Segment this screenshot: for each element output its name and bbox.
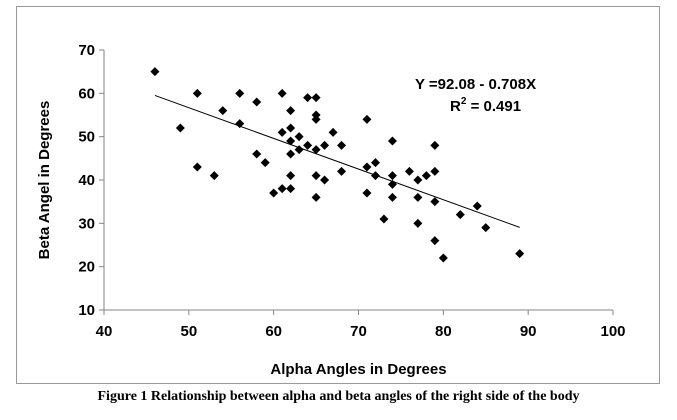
x-tick-label: 40	[96, 323, 113, 340]
data-point	[481, 223, 491, 233]
data-point	[269, 188, 279, 198]
data-point	[277, 184, 287, 194]
x-tick-label: 60	[265, 323, 282, 340]
data-point	[404, 166, 414, 176]
data-point	[252, 149, 262, 159]
data-point	[218, 106, 228, 116]
ticks-layer: 10 20 30 40 50 60 70 40 50 60 70 80 90 100	[78, 42, 625, 340]
data-point	[235, 119, 245, 129]
points-layer	[150, 67, 525, 263]
data-point	[260, 158, 270, 168]
data-point	[252, 97, 262, 107]
data-point	[286, 136, 296, 146]
r-squared-symbol: R	[450, 98, 461, 115]
data-point	[379, 214, 389, 224]
y-tick-label: 30	[78, 215, 95, 232]
trendline	[154, 94, 520, 228]
data-point	[286, 123, 296, 133]
data-point	[413, 192, 423, 202]
data-point	[294, 132, 304, 142]
axes-layer	[103, 50, 613, 311]
data-point	[175, 123, 185, 133]
trendline-layer	[154, 94, 520, 228]
data-point	[209, 171, 219, 181]
data-point	[515, 249, 525, 259]
data-point	[430, 166, 440, 176]
data-point	[387, 179, 397, 189]
data-point	[430, 236, 440, 246]
y-axis-title: Beta Angel in Degrees	[36, 101, 53, 260]
data-point	[303, 93, 313, 103]
data-point	[320, 175, 330, 185]
data-point	[150, 67, 160, 77]
data-point	[430, 140, 440, 150]
data-point	[413, 175, 423, 185]
data-point	[235, 88, 245, 98]
data-point	[286, 171, 296, 181]
chart-frame: 10 20 30 40 50 60 70 40 50 60 70 80 90 100 Alpha Angl…	[16, 6, 660, 384]
data-point	[413, 218, 423, 228]
y-tick-label: 10	[78, 302, 95, 319]
y-tick-label: 20	[78, 259, 95, 276]
x-tick-label: 50	[180, 323, 197, 340]
data-point	[192, 162, 202, 172]
x-axis-title: Alpha Angles in Degrees	[270, 361, 446, 378]
y-tick-label: 70	[78, 42, 95, 59]
data-point	[286, 149, 296, 159]
data-point	[311, 145, 321, 155]
data-point	[320, 140, 330, 150]
data-point	[370, 171, 380, 181]
data-point	[294, 145, 304, 155]
data-point	[455, 210, 465, 220]
data-point	[430, 197, 440, 207]
data-point	[421, 171, 431, 181]
data-point	[277, 88, 287, 98]
trendline-equation: Y =92.08 - 0.708X	[415, 76, 536, 93]
r-squared-superscript: 2	[461, 96, 467, 107]
data-point	[337, 166, 347, 176]
x-tick-label: 90	[520, 323, 537, 340]
data-point	[387, 136, 397, 146]
y-tick-label: 50	[78, 129, 95, 146]
data-point	[311, 93, 321, 103]
x-tick-label: 80	[435, 323, 452, 340]
data-point	[362, 114, 372, 124]
data-point	[438, 253, 448, 263]
data-point	[362, 162, 372, 172]
scatter-chart: 10 20 30 40 50 60 70 40 50 60 70 80 90 100 Alpha Angl…	[36, 42, 626, 378]
data-point	[328, 127, 338, 137]
y-tick-label: 60	[78, 85, 95, 102]
x-tick-label: 100	[600, 323, 625, 340]
data-point	[277, 127, 287, 137]
x-tick-label: 70	[350, 323, 367, 340]
r-squared-label: R2 = 0.491	[450, 96, 521, 115]
data-point	[472, 201, 482, 211]
y-tick-label: 40	[78, 172, 95, 189]
r-squared-value: = 0.491	[466, 98, 521, 115]
data-point	[311, 114, 321, 124]
data-point	[311, 192, 321, 202]
figure-caption: Figure 1 Relationship between alpha and …	[97, 389, 580, 404]
data-point	[286, 106, 296, 116]
data-point	[286, 184, 296, 194]
data-point	[192, 88, 202, 98]
data-point	[370, 158, 380, 168]
data-point	[311, 171, 321, 181]
data-point	[387, 192, 397, 202]
data-point	[362, 188, 372, 198]
data-point	[303, 140, 313, 150]
data-point	[387, 171, 397, 181]
data-point	[337, 140, 347, 150]
